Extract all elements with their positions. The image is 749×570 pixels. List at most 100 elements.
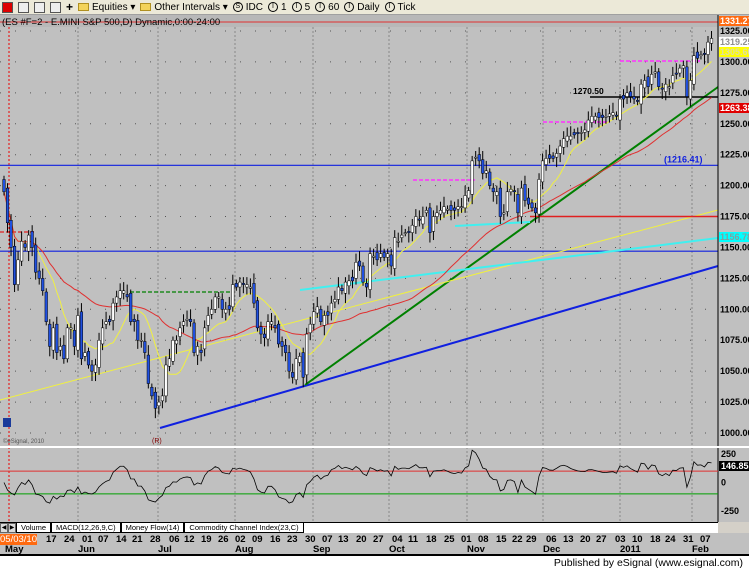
tab-volume[interactable]: Volume (16, 523, 52, 533)
candle-up (607, 113, 611, 117)
date-tick: 27 (373, 534, 384, 545)
interval-label: 60 (328, 1, 340, 13)
interval-icon: I (384, 2, 395, 12)
candle-up (593, 116, 597, 121)
candle-up (414, 216, 418, 227)
interval-60-button[interactable]: I 60 (315, 2, 339, 13)
resistance-label: (1216.41) (664, 154, 703, 164)
candle-down (389, 254, 393, 267)
chart-title: (ES #F=2 - E.MINI S&P 500,D) Dynamic,0:0… (2, 17, 220, 28)
candle-up (210, 309, 214, 315)
interval-icon: I (291, 2, 302, 12)
add-icon[interactable]: + (66, 0, 74, 14)
price-tick: 1325.00 (720, 26, 749, 36)
candle-up (569, 135, 573, 141)
candle-up (509, 189, 513, 193)
candle-down (407, 231, 411, 233)
candle-up (667, 86, 671, 89)
candle-up (16, 259, 20, 285)
tab-cci[interactable]: Commodity Channel Index(23,C) (184, 523, 304, 533)
candle-up (555, 153, 559, 158)
candle-down (9, 220, 13, 248)
scroll-left-icon[interactable]: ◀ (0, 523, 8, 533)
price-tick: 1000.00 (720, 428, 749, 438)
candle-down (280, 341, 284, 347)
tab-money-flow[interactable]: Money Flow(14) (120, 523, 185, 533)
candle-down (365, 283, 369, 288)
candle-up (231, 284, 235, 308)
date-tick: 09 (252, 534, 263, 545)
candle-down (646, 76, 650, 87)
candle-up (541, 160, 545, 183)
candle-down (417, 218, 421, 221)
pane-separator (0, 446, 749, 448)
chart-color-icon[interactable] (2, 1, 13, 13)
candle-up (590, 116, 594, 123)
candle-down (526, 197, 531, 205)
grid (0, 27, 718, 522)
candle-up (217, 296, 221, 299)
candle-up (171, 339, 175, 362)
candle-down (86, 351, 91, 366)
candle-up (699, 54, 703, 56)
interval-daily-button[interactable]: I Daily (344, 2, 380, 13)
candle-down (150, 386, 154, 397)
candle-up (83, 352, 87, 357)
candle-up (164, 364, 168, 397)
candle-down (72, 330, 76, 347)
fast-moving-average (3, 61, 712, 375)
candle-down (572, 132, 576, 136)
date-tick: 01 (461, 534, 472, 545)
candle-up (196, 346, 200, 356)
candle-up (20, 241, 24, 262)
interval-label: IDC (245, 1, 264, 13)
date-tick: 02 (235, 534, 246, 545)
candle-up (396, 241, 400, 243)
interval-idc-button[interactable]: S IDC (232, 1, 264, 13)
scroll-right-icon[interactable]: ▶ (8, 523, 16, 533)
candle-up (203, 327, 207, 350)
interval-label: 5 (304, 1, 311, 13)
candle-up (111, 302, 115, 321)
date-tick: 31 (683, 534, 694, 545)
date-tick: 06 (169, 534, 180, 545)
month-label: Feb (692, 544, 709, 555)
candle-up (104, 321, 108, 325)
candle-up (347, 280, 351, 287)
candle-up (618, 98, 622, 121)
candle-up (312, 311, 316, 325)
candle-up (709, 38, 714, 44)
candle-down (79, 311, 83, 360)
other-intervals-menu[interactable]: Other Intervals ▾ (140, 2, 228, 13)
candle-up (460, 206, 464, 208)
candle-down (477, 154, 481, 162)
candle-down (498, 187, 502, 217)
candle-up (372, 255, 376, 258)
date-tick: 24 (64, 534, 75, 545)
properties-icon[interactable] (50, 1, 61, 13)
cci-value: 146.85 (721, 461, 749, 471)
candle-down (636, 100, 640, 102)
tab-macd[interactable]: MACD(12,26,9,C) (51, 523, 121, 533)
interval-tick-button[interactable]: I Tick (384, 2, 415, 13)
date-tick: 15 (496, 534, 507, 545)
candle-up (653, 71, 657, 74)
candle-down (153, 391, 157, 409)
candle-up (664, 83, 668, 92)
price-tick: 1175.00 (720, 212, 749, 222)
equities-menu[interactable]: Equities ▾ (78, 2, 135, 13)
candle-down (284, 344, 288, 353)
candle-down (287, 352, 291, 372)
candle-up (424, 210, 428, 214)
date-tick: 30 (305, 534, 316, 545)
candle-up (681, 65, 685, 69)
price-chart[interactable]: (1216.41) 1270.50 (R) 1325.00 1300.00 1275.00… (0, 15, 749, 522)
page-icon[interactable] (18, 1, 29, 13)
candle-up (650, 74, 654, 85)
pages-icon[interactable] (34, 1, 45, 13)
candle-down (702, 53, 707, 55)
candle-down (192, 322, 196, 353)
candle-up (248, 286, 252, 289)
